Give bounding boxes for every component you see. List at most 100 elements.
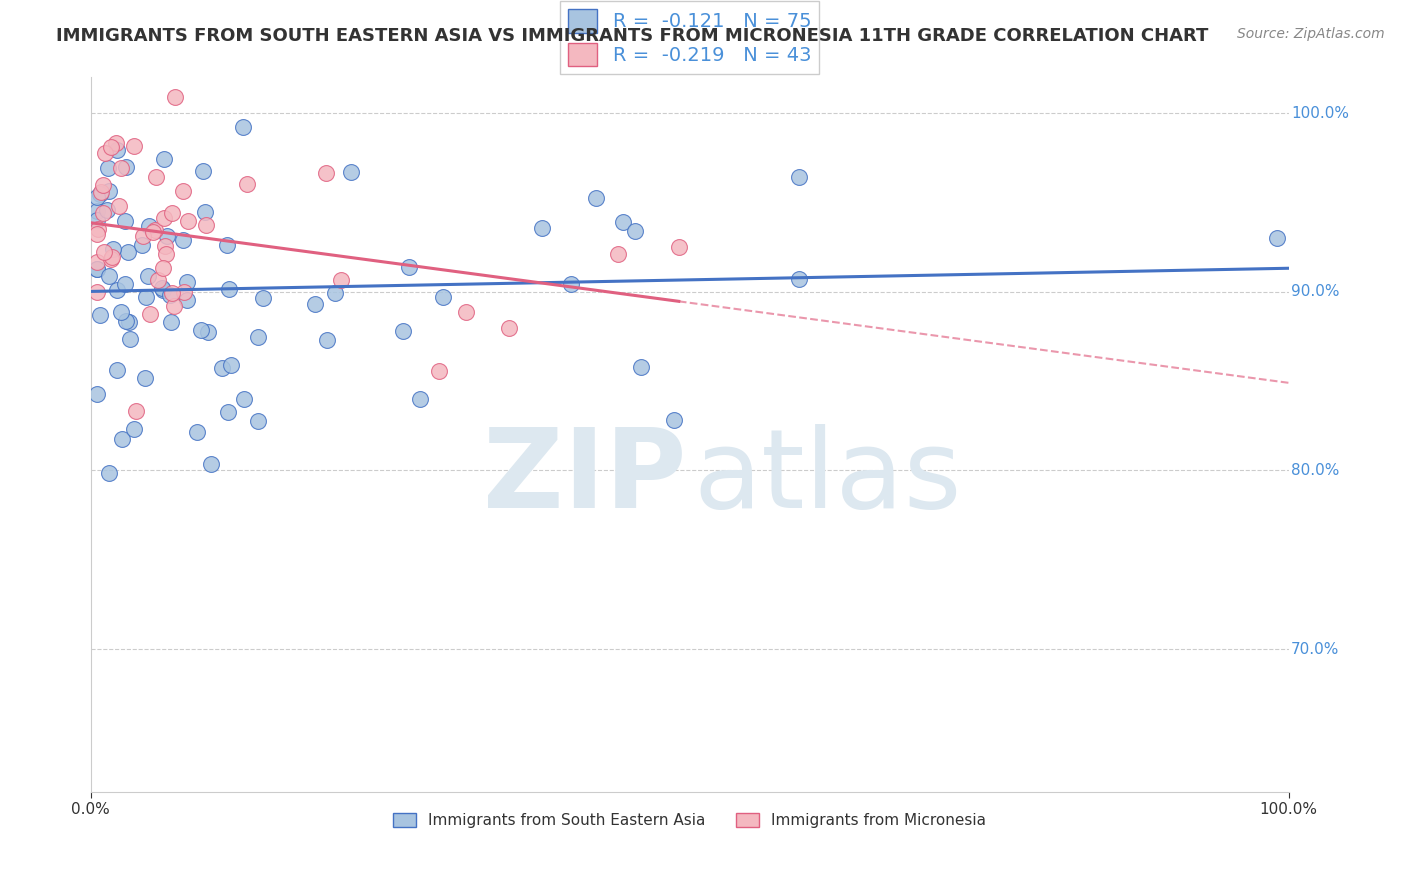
Point (153, 211, 176, 225)
Point (668, 240, 690, 254)
Point (190, 323, 212, 337)
Point (146, 273, 169, 287)
Point (138, 307, 160, 321)
Text: IMMIGRANTS FROM SOUTH EASTERN ASIA VS IMMIGRANTS FROM MICRONESIA 11TH GRADE CORR: IMMIGRANTS FROM SOUTH EASTERN ASIA VS IM… (56, 27, 1209, 45)
Point (86, 204, 108, 219)
Point (90, 185, 112, 199)
Point (100, 252, 122, 266)
Point (232, 392, 254, 407)
Text: Source: ZipAtlas.com: Source: ZipAtlas.com (1237, 27, 1385, 41)
Point (662, 413, 685, 427)
Point (194, 219, 217, 233)
Point (160, 206, 183, 220)
Text: 90.0%: 90.0% (1291, 285, 1340, 300)
Point (432, 290, 454, 304)
Point (340, 165, 363, 179)
Point (152, 260, 174, 275)
Point (630, 359, 652, 374)
Point (392, 324, 415, 338)
Point (142, 225, 165, 239)
Point (155, 247, 177, 261)
Point (114, 277, 136, 291)
Point (93, 245, 115, 260)
Text: 80.0%: 80.0% (1291, 463, 1340, 478)
Point (252, 291, 274, 305)
Point (97, 185, 120, 199)
Point (86, 262, 108, 277)
Point (138, 269, 160, 284)
Point (787, 170, 810, 185)
Point (138, 219, 160, 233)
Point (173, 285, 195, 299)
Point (96, 202, 118, 217)
Point (560, 277, 582, 291)
Point (607, 247, 630, 261)
Point (117, 245, 139, 260)
Point (115, 160, 138, 174)
Point (159, 288, 181, 302)
Point (91, 206, 114, 220)
Point (530, 221, 553, 235)
Point (247, 414, 270, 428)
Point (176, 293, 198, 307)
Text: 100.0%: 100.0% (1291, 105, 1348, 120)
Point (160, 316, 183, 330)
Point (160, 286, 183, 301)
Point (114, 214, 136, 228)
Point (118, 332, 141, 346)
Text: 70.0%: 70.0% (1291, 641, 1340, 657)
Point (125, 404, 148, 418)
Point (150, 281, 173, 295)
Point (612, 214, 634, 228)
Point (105, 283, 128, 297)
Point (94, 145, 117, 160)
Point (218, 282, 240, 296)
Text: atlas: atlas (693, 424, 962, 531)
Point (498, 321, 520, 335)
Point (163, 299, 186, 313)
Point (329, 272, 352, 286)
Point (89, 308, 111, 322)
Point (86, 262, 108, 277)
Point (177, 213, 200, 227)
Point (304, 297, 326, 311)
Point (200, 457, 222, 471)
Point (156, 229, 179, 244)
Point (111, 432, 134, 446)
Point (163, 90, 186, 104)
Point (86, 213, 108, 227)
Point (101, 242, 124, 256)
Point (131, 238, 153, 252)
Point (105, 144, 128, 158)
Point (197, 326, 219, 340)
Point (134, 371, 156, 385)
Point (97, 466, 120, 480)
Point (145, 169, 167, 184)
Point (86, 387, 108, 401)
Point (191, 164, 214, 178)
Point (232, 120, 254, 134)
Point (409, 392, 432, 406)
Point (456, 305, 478, 319)
Point (235, 177, 257, 191)
Point (398, 260, 420, 274)
Point (86, 227, 108, 242)
Point (153, 238, 176, 252)
Point (186, 425, 208, 440)
Point (101, 251, 124, 265)
Point (172, 233, 194, 247)
Point (172, 184, 194, 198)
Point (143, 223, 166, 237)
Point (104, 136, 127, 150)
Point (429, 364, 451, 378)
Point (153, 153, 176, 167)
Point (211, 361, 233, 376)
Point (86, 254, 108, 268)
Point (110, 161, 132, 175)
Point (97, 161, 120, 176)
Point (110, 305, 132, 319)
Point (585, 191, 607, 205)
Point (108, 199, 131, 213)
Point (1265, 231, 1288, 245)
Point (246, 330, 269, 344)
